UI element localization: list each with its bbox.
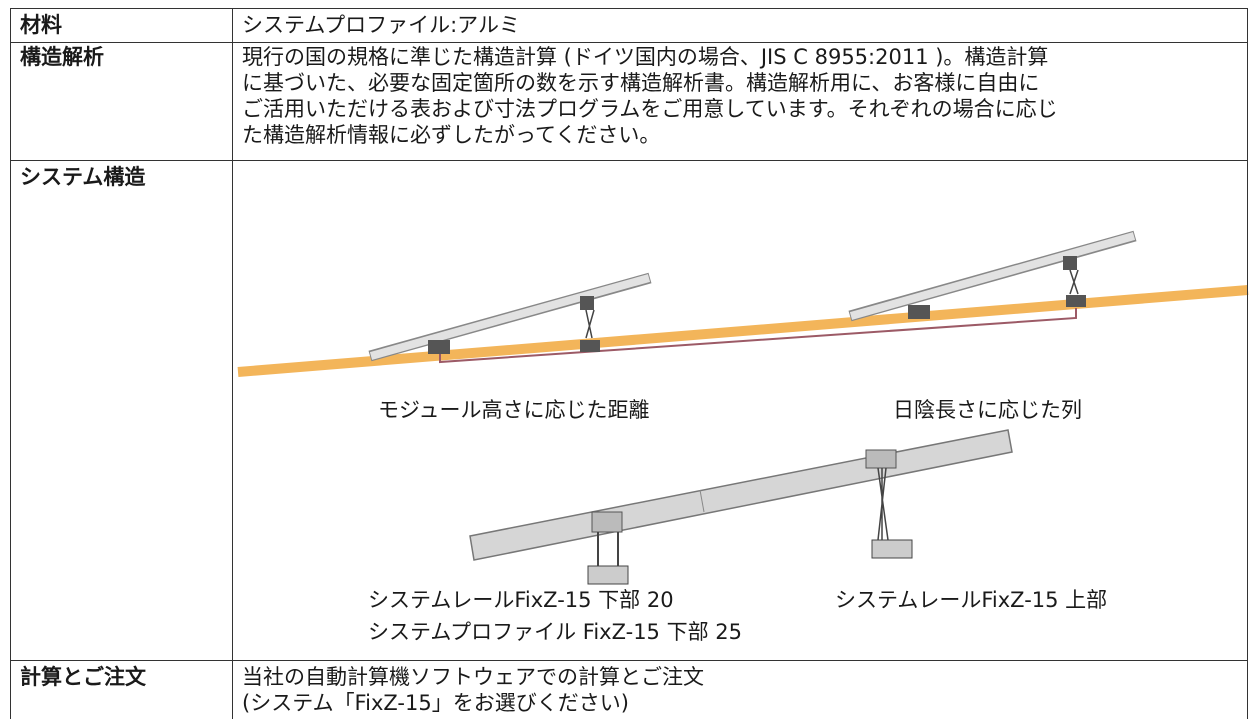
cell-text: ご活用いただける表および寸法プログラムをご用意しています。それぞれの場合に応じ xyxy=(242,97,1058,121)
cell-text: た構造解析情報に必ずしたがってください。 xyxy=(242,123,661,147)
rule xyxy=(10,160,1248,161)
rule xyxy=(10,8,1248,9)
caption: システムプロファイル FixZ-15 下部 25 xyxy=(368,620,742,644)
row-label: 計算とご注文 xyxy=(20,665,146,689)
rule xyxy=(10,42,1248,43)
cell-text: に基づいた、必要な固定箇所の数を示す構造解析書。構造解析用に、お客様に自由に xyxy=(242,71,1040,95)
rule xyxy=(10,660,1248,661)
caption: システムレールFixZ-15 下部 20 xyxy=(368,588,674,612)
rule xyxy=(10,8,11,719)
caption: 日陰長さに応じた列 xyxy=(893,398,1082,422)
cell-text: 現行の国の規格に準じた構造計算 (ドイツ国内の場合、JIS C 8955:201… xyxy=(242,45,1049,69)
cell-text: (システム「FixZ-15」をお選びください) xyxy=(242,691,629,715)
row-label: 材料 xyxy=(20,13,62,37)
rail-detail xyxy=(469,429,1013,585)
cell-text: システムプロファイル:アルミ xyxy=(242,13,520,37)
rule xyxy=(232,8,233,719)
caption: モジュール高さに応じた距離 xyxy=(378,398,650,422)
rule xyxy=(1247,8,1248,719)
roof-diagram xyxy=(237,230,1249,377)
row-label: システム構造 xyxy=(20,165,146,189)
cell-text: 当社の自動計算機ソフトウェアでの計算とご注文 xyxy=(242,665,704,689)
row-label: 構造解析 xyxy=(20,45,104,69)
caption: システムレールFixZ-15 上部 xyxy=(835,588,1108,612)
